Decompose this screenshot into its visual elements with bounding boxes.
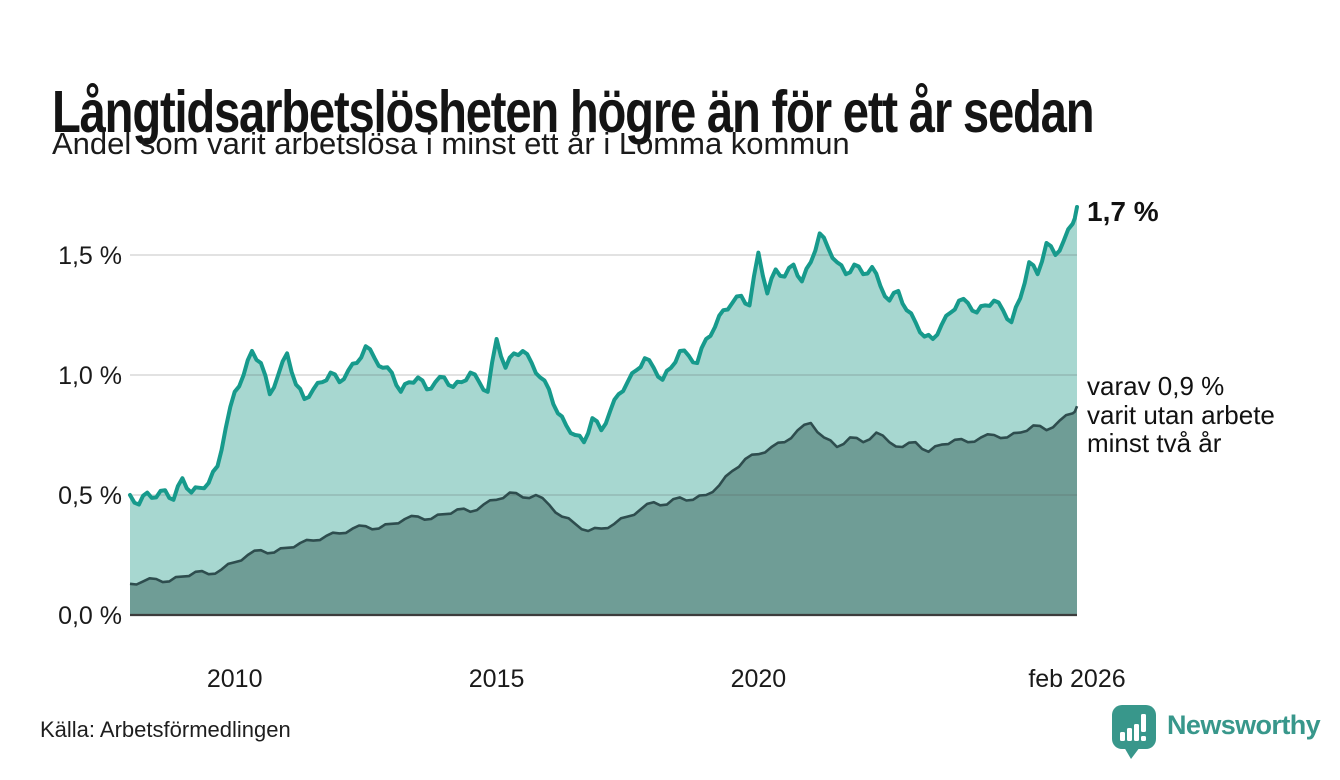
y-axis-label: 0,5 % <box>58 482 122 510</box>
page-title: Långtidsarbetslösheten högre än för ett … <box>52 78 1095 145</box>
newsworthy-bubble-chart-icon <box>1112 705 1156 759</box>
x-axis-label: 2015 <box>469 665 525 693</box>
secondary-value-annotation: varav 0,9 % varit utan arbete minst två … <box>1087 371 1275 459</box>
y-axis-label: 1,5 % <box>58 242 122 270</box>
line-min-one-year <box>128 205 1079 507</box>
y-axis-label: 0,0 % <box>58 602 122 630</box>
line-min-two-years <box>129 405 1079 586</box>
source-note: Källa: Arbetsförmedlingen <box>40 717 291 742</box>
y-axis-label: 1,0 % <box>58 362 122 390</box>
x-axis-label: feb 2026 <box>1028 665 1125 693</box>
page-subtitle: Andel som varit arbetslösa i minst ett å… <box>52 126 850 161</box>
latest-value-annotation: 1,7 % <box>1087 196 1159 227</box>
area-min-two-years <box>130 406 1077 615</box>
x-axis-label: 2010 <box>207 665 263 693</box>
x-axis-label: 2020 <box>731 665 787 693</box>
newsworthy-logo[interactable]: Newsworthy <box>1110 703 1321 761</box>
newsworthy-wordmark: Newsworthy <box>1167 710 1321 740</box>
